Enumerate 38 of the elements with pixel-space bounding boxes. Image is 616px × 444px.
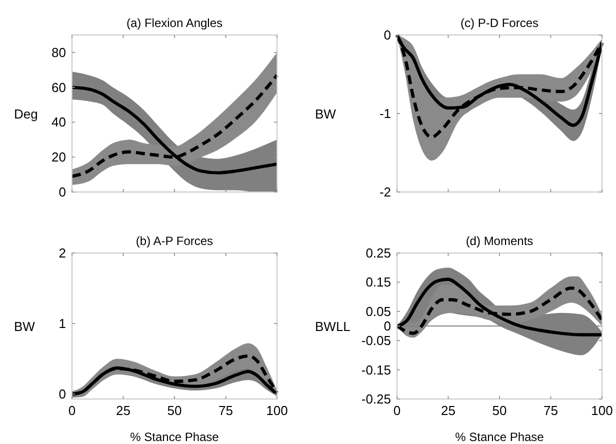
x-tick-label: 25 [441,403,456,418]
x-tick-label: 50 [167,403,182,418]
y-tick-label: 20 [52,150,66,165]
y-axis-title: BW [315,106,337,122]
y-tick-label: 0 [58,386,66,402]
chart-title: (c) P-D Forces [460,16,538,30]
x-tick-label: 75 [544,403,558,418]
y-tick-label: 0 [384,318,391,334]
y-tick-label: -0.15 [361,362,391,378]
x-axis-title: % Stance Phase [455,430,544,444]
y-tick-label: -0.05 [361,333,391,348]
y-tick-label: 2 [58,246,66,260]
x-tick-label: 50 [492,403,507,418]
x-tick-label: 100 [591,403,613,418]
x-tick-label: 75 [218,403,233,418]
x-axis-title: % Stance Phase [130,430,220,444]
y-tick-label: -2 [379,184,391,200]
y-tick-label: 0 [58,184,66,200]
x-tick-label: 100 [266,403,288,418]
y-tick-label: 60 [52,80,66,95]
y-tick-label: 1 [58,316,66,332]
y-tick-label: 0.25 [366,246,391,260]
y-tick-label: 0.15 [366,274,391,290]
y-axis-title: Deg [14,106,38,122]
x-tick-label: 25 [116,403,130,418]
x-tick-label: 0 [393,403,401,418]
chart-title: (d) Moments [466,234,534,248]
chart-title: (a) Flexion Angles [126,16,223,30]
y-tick-label: 80 [52,44,66,60]
y-axis-title: BWLL [315,319,350,334]
y-axis-title: BW [14,319,36,334]
y-tick-label: 40 [52,114,66,130]
y-tick-label: 0 [384,28,391,42]
x-tick-label: 0 [68,403,76,418]
y-tick-label: 0.05 [366,304,391,319]
y-tick-label: -1 [379,106,391,121]
chart-title: (b) A-P Forces [136,234,214,248]
y-tick-label: -0.25 [361,392,391,406]
